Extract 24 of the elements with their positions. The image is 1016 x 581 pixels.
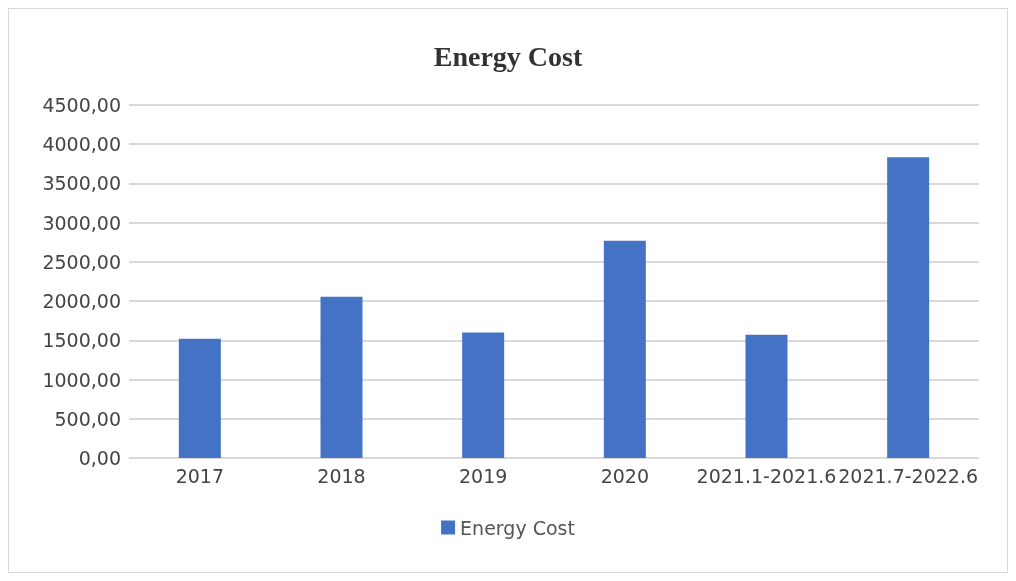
y-tick-label: 3000,00 <box>42 211 121 234</box>
y-tick-label: 1500,00 <box>42 329 121 352</box>
y-tick-label: 4000,00 <box>42 133 121 156</box>
chart-title: Energy Cost <box>433 40 583 72</box>
bar <box>320 296 363 458</box>
x-tick-label: 2021.7-2022.6 <box>838 464 979 487</box>
x-tick-label: 2020 <box>600 464 650 487</box>
y-tick-label: 3500,00 <box>42 172 121 195</box>
bar <box>178 338 221 458</box>
y-tick-label: 1000,00 <box>42 368 121 391</box>
y-tick-label: 4500,00 <box>42 94 121 116</box>
y-tick-label: 500,00 <box>54 407 121 430</box>
bar <box>603 240 646 458</box>
x-tick-label: 2017 <box>175 464 225 487</box>
x-tick-label: 2019 <box>458 464 508 487</box>
bar <box>887 157 930 458</box>
x-tick-label: 2021.1-2021.6 <box>696 464 837 487</box>
bar <box>462 332 505 458</box>
y-tick-label: 2000,00 <box>42 290 121 313</box>
y-tick-label: 0,00 <box>78 447 121 469</box>
x-tick-label: 2018 <box>317 464 366 487</box>
y-tick-label: 2500,00 <box>42 250 121 273</box>
legend-label: Energy Cost <box>460 516 575 539</box>
bar <box>745 334 788 458</box>
